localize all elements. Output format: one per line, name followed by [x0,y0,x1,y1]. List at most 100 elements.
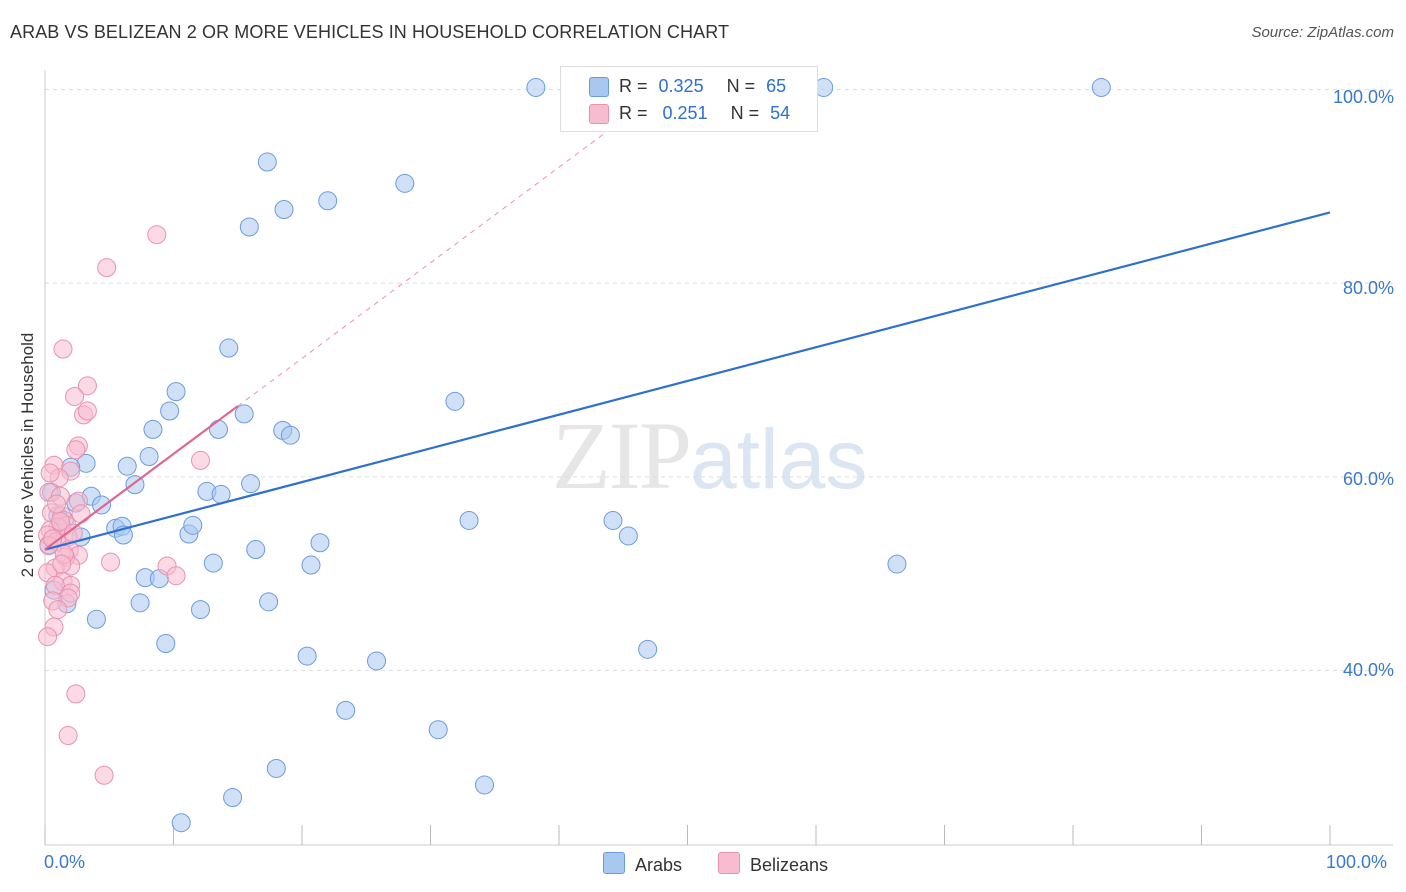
arabs-swatch [603,852,625,874]
arabs-trend-line [44,211,1331,551]
arabs-point-52 [638,639,658,659]
arabs-n-value: 65 [766,76,787,96]
arabs-point-4 [395,173,415,193]
belizeans-n-value: 54 [770,103,791,123]
belizeans-point-8 [66,440,86,460]
belizeans-trend-dashed [237,119,624,407]
belizeans-point-53 [52,554,72,574]
arabs-point-47 [259,592,279,612]
arabs-point-59 [223,788,243,808]
arabs-point-17 [139,447,159,467]
belizeans-point-51 [71,504,91,524]
watermark: ZIPatlas [552,400,867,511]
belizeans-trend-extension [237,119,624,407]
arabs-legend-row: R = 0.325 N = 65 [619,76,786,98]
belizeans-point-43 [66,684,86,704]
arabs-point-21 [241,474,261,494]
watermark-atlas: atlas [690,412,868,506]
belizeans-point-9 [190,450,210,470]
y-tick-label-80: 80.0% [1342,278,1394,298]
belizeans-point-0 [147,225,167,245]
axes [44,70,1393,846]
correlation-legend: R = 0.325 N = 65 R = 0.251 N = 54 [560,66,818,132]
arabs-point-7 [239,217,259,237]
arabs-point-48 [190,600,210,620]
y-tick-label-40: 40.0% [1342,660,1394,680]
belizeans-point-40 [48,600,68,620]
y-axis-label: 2 or more Vehicles in Household [18,332,37,578]
arabs-point-35 [459,510,479,530]
trend-lines [44,211,1331,551]
watermark-zip: ZIP [552,402,692,509]
arabs-point-9 [166,382,186,402]
arabs-point-50 [86,609,106,629]
arabs-point-3 [257,152,277,172]
arabs-point-37 [618,526,638,546]
belizeans-point-1 [97,258,117,278]
arabs-point-0 [526,77,546,97]
bottom-legend-arabs: Arabs [603,852,682,876]
arabs-point-36 [603,510,623,530]
belizeans-legend-row: R = 0.251 N = 54 [619,103,790,125]
arabs-point-60 [171,813,191,833]
x-tick-label-0: 0.0% [44,852,86,872]
arabs-point-46 [130,593,150,613]
arabs-point-14 [208,419,228,439]
belizeans-point-3 [77,376,97,396]
arabs-point-8 [219,338,239,358]
belizeans-point-52 [40,463,60,483]
belizeans-point-33 [166,566,186,586]
arabs-r-label: R = [619,76,648,96]
arabs-point-38 [310,533,330,553]
y-tick-label-100: 100.0% [1332,87,1394,107]
arabs-point-58 [474,775,494,795]
arabs-points [39,77,1111,833]
belizeans-point-2 [53,339,73,359]
arabs-n-label: N = [726,76,756,96]
arabs-point-16 [280,425,300,445]
arabs-legend-label: Arabs [635,855,683,875]
belizeans-swatch [718,852,740,874]
belizeans-point-42 [38,627,58,647]
arabs-point-6 [274,200,294,219]
belizeans-points [38,225,210,785]
arabs-point-10 [445,391,465,411]
belizeans-point-50 [47,494,67,514]
belizeans-point-44 [58,726,78,746]
arabs-r-value: 0.325 [658,76,704,96]
arabs-point-42 [887,554,907,574]
arabs-point-13 [143,419,163,439]
arabs-point-54 [367,651,387,671]
arabs-point-40 [203,553,223,573]
belizeans-legend-swatch [589,104,609,124]
belizeans-r-value: 0.251 [662,103,708,123]
belizeans-legend-label: Belizeans [750,855,829,875]
arabs-legend-swatch [589,77,609,97]
belizeans-point-45 [94,765,114,785]
x-tick-label-100: 100.0% [1326,852,1388,872]
arabs-point-41 [301,555,321,575]
belizeans-point-28 [101,552,121,572]
arabs-point-56 [428,720,448,740]
arabs-point-53 [297,646,317,666]
arabs-point-5 [318,191,338,211]
arabs-point-51 [156,634,176,653]
belizeans-point-6 [77,401,97,421]
belizeans-r-label: R = [619,103,648,123]
grid-lines [45,88,1393,672]
arabs-point-19 [117,456,137,476]
arabs-point-11 [160,401,180,421]
belizeans-n-label: N = [730,103,760,123]
arabs-point-12 [234,404,254,424]
chart-title: ARAB VS BELIZEAN 2 OR MORE VEHICLES IN H… [10,22,730,42]
arabs-point-34 [183,515,203,535]
arabs-point-55 [336,700,356,720]
belizeans-point-4 [65,386,85,406]
source-credit: Source: ZipAtlas.com [1251,24,1394,41]
belizeans-trend-line [44,405,239,551]
y-tick-label-60: 60.0% [1342,469,1394,489]
arabs-point-2 [1091,77,1111,97]
bottom-legend-belizeans: Belizeans [718,852,828,876]
arabs-point-57 [266,758,286,778]
